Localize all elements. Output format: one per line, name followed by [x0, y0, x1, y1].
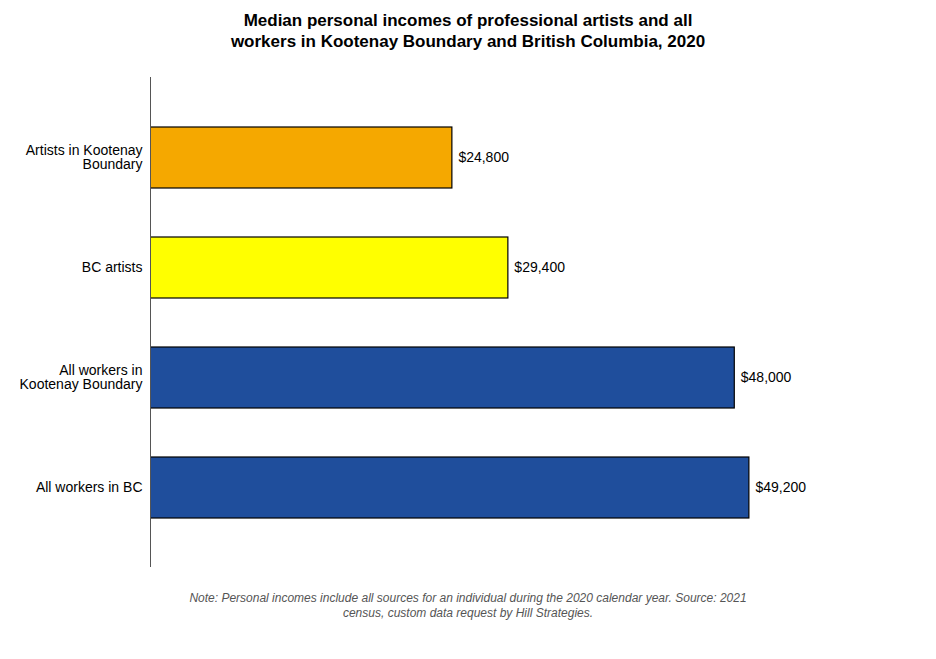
html-text:Note: Personal incomes include: Note: Personal incomes include all sourc…	[189, 590, 747, 621]
svg-text:$48,000: $48,000	[741, 369, 792, 385]
svg-text:Artists in KootenayBoundary: Artists in KootenayBoundary	[26, 142, 143, 172]
svg-text:$24,800: $24,800	[458, 149, 509, 165]
svg-text:All workers in BC: All workers in BC	[36, 479, 143, 495]
svg-text:$49,200: $49,200	[755, 479, 806, 495]
svg-text:BC artists: BC artists	[82, 259, 143, 275]
svg-text:$29,400: $29,400	[514, 259, 565, 275]
html-text:Median personal incomes of pro: Median personal incomes of professional …	[230, 11, 706, 52]
svg-text:All workers inKootenay Boundar: All workers inKootenay Boundary	[20, 362, 143, 392]
